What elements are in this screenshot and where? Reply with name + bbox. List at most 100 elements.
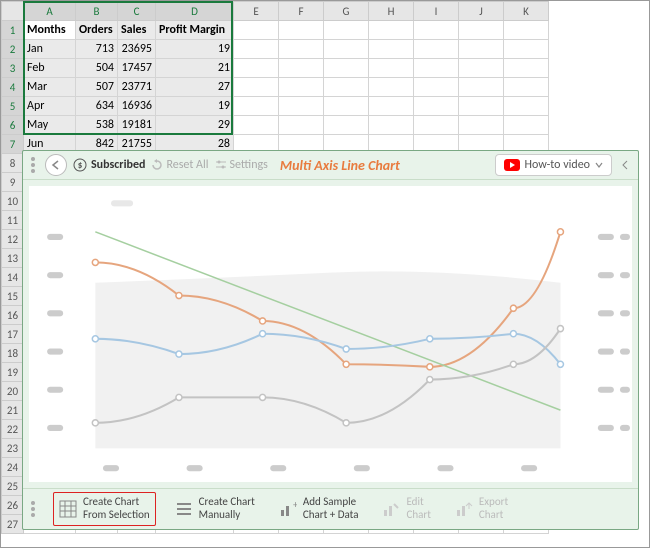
row-hdr[interactable]: 5 <box>2 97 24 116</box>
row-hdr[interactable]: 21 <box>2 401 24 420</box>
cell[interactable]: 16936 <box>118 97 156 116</box>
row-hdr[interactable]: 7 <box>2 135 24 154</box>
row-hdr[interactable]: 9 <box>2 173 24 192</box>
corner[interactable] <box>2 2 24 21</box>
cell[interactable] <box>504 40 549 59</box>
col-K[interactable]: K <box>504 2 549 21</box>
row-hdr[interactable]: 24 <box>2 458 24 477</box>
add-sample-button[interactable]: + Add SampleChart + Data <box>274 493 364 524</box>
row-hdr[interactable]: 20 <box>2 382 24 401</box>
col-F[interactable]: F <box>279 2 324 21</box>
cell[interactable] <box>324 40 369 59</box>
col-C[interactable]: C <box>118 2 156 21</box>
settings-button[interactable]: Settings <box>215 158 268 172</box>
col-H[interactable]: H <box>369 2 414 21</box>
cell[interactable] <box>279 97 324 116</box>
cell[interactable] <box>369 40 414 59</box>
col-I[interactable]: I <box>414 2 459 21</box>
cell[interactable]: 19 <box>156 97 234 116</box>
cell[interactable] <box>324 97 369 116</box>
cell[interactable]: 29 <box>156 116 234 135</box>
cell[interactable] <box>279 40 324 59</box>
row-hdr[interactable]: 4 <box>2 78 24 97</box>
cell[interactable] <box>369 59 414 78</box>
col-E[interactable]: E <box>234 2 279 21</box>
cell[interactable] <box>369 97 414 116</box>
cell[interactable]: Months <box>24 21 76 40</box>
cell[interactable] <box>234 78 279 97</box>
row-hdr[interactable]: 25 <box>2 477 24 496</box>
row-hdr[interactable]: 10 <box>2 192 24 211</box>
row-hdr[interactable]: 3 <box>2 59 24 78</box>
drag-handle-icon[interactable] <box>31 501 39 517</box>
cell[interactable] <box>369 78 414 97</box>
row-hdr[interactable]: 18 <box>2 344 24 363</box>
cell[interactable] <box>279 59 324 78</box>
edit-chart-button[interactable]: EditChart <box>377 493 435 524</box>
cell[interactable] <box>234 116 279 135</box>
back-button[interactable] <box>45 154 67 176</box>
row-hdr[interactable]: 6 <box>2 116 24 135</box>
cell[interactable] <box>414 21 459 40</box>
cell[interactable] <box>414 97 459 116</box>
cell[interactable]: 507 <box>76 78 118 97</box>
cell[interactable] <box>369 21 414 40</box>
cell[interactable]: 21 <box>156 59 234 78</box>
cell[interactable]: Apr <box>24 97 76 116</box>
cell[interactable] <box>279 116 324 135</box>
row-hdr[interactable]: 22 <box>2 420 24 439</box>
row-hdr[interactable]: 26 <box>2 496 24 515</box>
row-hdr[interactable]: 15 <box>2 287 24 306</box>
cell[interactable]: 19181 <box>118 116 156 135</box>
cell[interactable]: 27 <box>156 78 234 97</box>
cell[interactable]: 17457 <box>118 59 156 78</box>
col-J[interactable]: J <box>459 2 504 21</box>
cell[interactable]: 713 <box>76 40 118 59</box>
cell[interactable] <box>234 97 279 116</box>
cell[interactable] <box>279 78 324 97</box>
cell[interactable]: May <box>24 116 76 135</box>
cell[interactable] <box>459 59 504 78</box>
row-hdr[interactable]: 27 <box>2 515 24 534</box>
cell[interactable] <box>504 97 549 116</box>
cell[interactable] <box>459 78 504 97</box>
row-hdr[interactable]: 11 <box>2 211 24 230</box>
col-B[interactable]: B <box>76 2 118 21</box>
cell[interactable] <box>369 116 414 135</box>
cell[interactable]: 538 <box>76 116 118 135</box>
row-hdr[interactable]: 14 <box>2 268 24 287</box>
cell[interactable]: 23695 <box>118 40 156 59</box>
create-manually-button[interactable]: Create ChartManually <box>170 493 260 524</box>
subscribed-badge[interactable]: $ Subscribed <box>73 158 145 172</box>
col-D[interactable]: D <box>156 2 234 21</box>
cell[interactable] <box>504 78 549 97</box>
cell[interactable] <box>324 78 369 97</box>
cell[interactable]: Orders <box>76 21 118 40</box>
cell[interactable]: 23771 <box>118 78 156 97</box>
col-A[interactable]: A <box>24 2 76 21</box>
cell[interactable] <box>324 21 369 40</box>
cell[interactable] <box>504 116 549 135</box>
col-G[interactable]: G <box>324 2 369 21</box>
cell[interactable] <box>414 59 459 78</box>
cell[interactable] <box>414 116 459 135</box>
cell[interactable]: Sales <box>118 21 156 40</box>
cell[interactable]: Profit Margin <box>156 21 234 40</box>
cell[interactable] <box>459 40 504 59</box>
cell[interactable]: Feb <box>24 59 76 78</box>
row-hdr[interactable]: 12 <box>2 230 24 249</box>
cell[interactable] <box>324 116 369 135</box>
collapse-icon[interactable] <box>622 158 630 172</box>
cell[interactable] <box>234 40 279 59</box>
cell[interactable] <box>414 78 459 97</box>
row-hdr[interactable]: 16 <box>2 306 24 325</box>
row-hdr[interactable]: 13 <box>2 249 24 268</box>
cell[interactable] <box>504 59 549 78</box>
howto-button[interactable]: How-to video <box>495 154 612 176</box>
reset-button[interactable]: Reset All <box>151 158 208 172</box>
cell[interactable]: 634 <box>76 97 118 116</box>
create-from-selection-button[interactable]: Create ChartFrom Selection <box>53 492 156 525</box>
row-hdr[interactable]: 19 <box>2 363 24 382</box>
cell[interactable]: 19 <box>156 40 234 59</box>
cell[interactable]: Jan <box>24 40 76 59</box>
